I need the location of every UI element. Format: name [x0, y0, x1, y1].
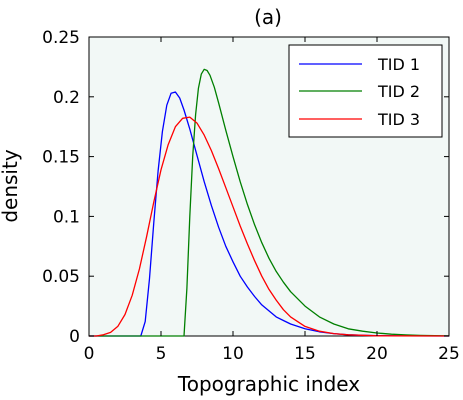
x-tick-label: 15 [294, 344, 316, 364]
x-tick-label: 10 [222, 344, 244, 364]
y-tick-label: 0.15 [42, 148, 80, 168]
x-tick-label: 25 [438, 344, 460, 364]
x-tick-label: 0 [84, 344, 95, 364]
x-tick-label: 20 [366, 344, 388, 364]
y-tick-label: 0.2 [53, 88, 80, 108]
y-tick-label: 0 [69, 327, 80, 347]
legend-label-tid-1: TID 1 [377, 55, 420, 74]
legend-label-tid-2: TID 2 [377, 82, 420, 101]
y-axis-label: density [0, 149, 22, 222]
tick-layer: 0 5 10 15 20 25 0 0.05 0.1 0.15 0.2 0.25 [42, 28, 460, 364]
y-tick-label: 0.05 [42, 267, 80, 287]
y-tick-label: 0.25 [42, 28, 80, 48]
series-line-tid-2 [89, 68, 450, 337]
legend: TID 1 TID 2 TID 3 [288, 44, 443, 138]
y-tick-label: 0.1 [53, 207, 80, 227]
series-line-tid-3 [89, 116, 450, 337]
x-tick-label: 5 [156, 344, 167, 364]
legend-label-tid-3: TID 3 [377, 110, 420, 129]
x-axis-label: Topographic index [177, 372, 360, 396]
chart-title: (a) [254, 5, 282, 29]
series-layer [89, 68, 450, 337]
